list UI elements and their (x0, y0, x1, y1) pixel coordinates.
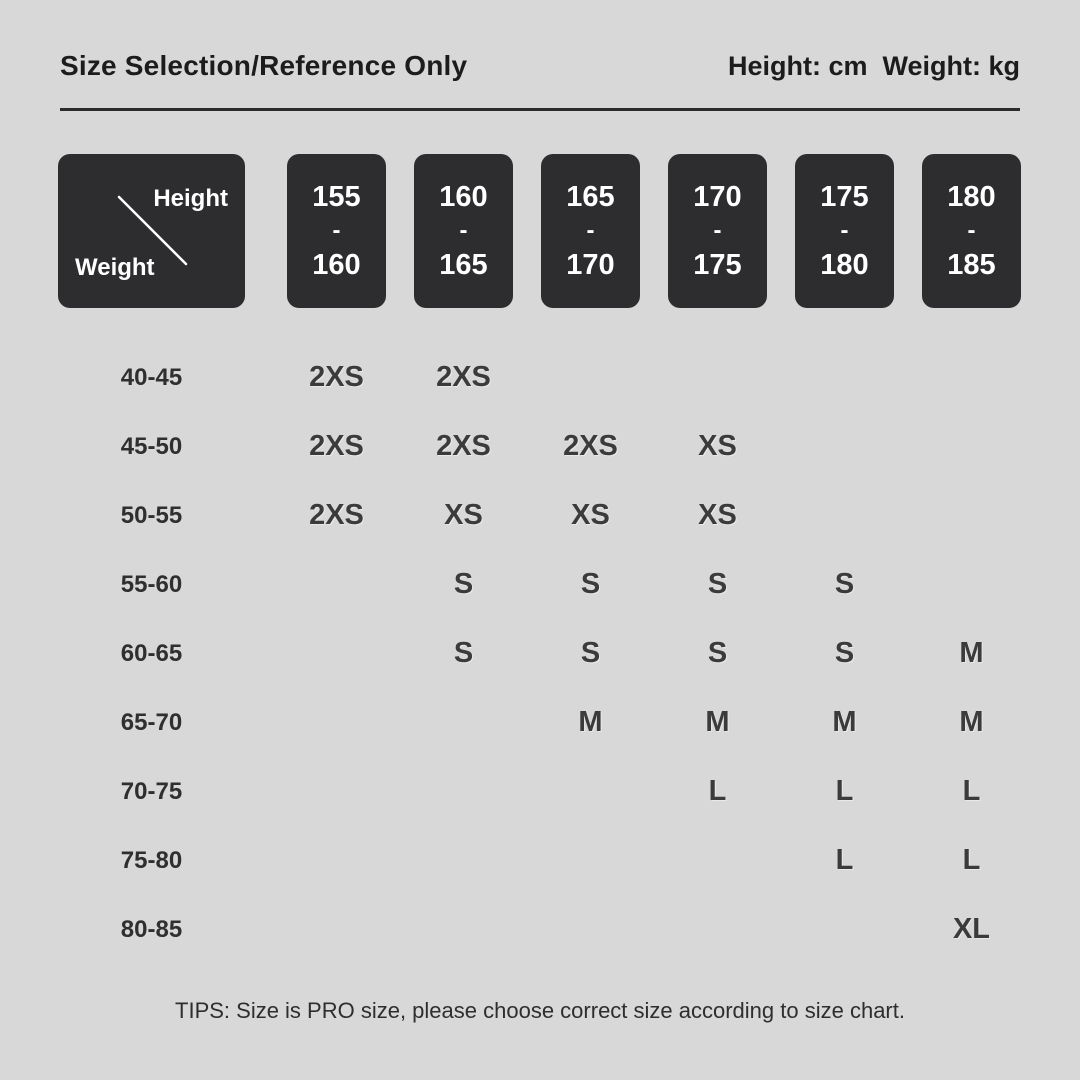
tips-note: TIPS: Size is PRO size, please choose co… (175, 998, 905, 1023)
table-row: 45-50 2XS 2XS 2XS XS (58, 412, 1080, 481)
height-range-header: 170 - 175 (668, 154, 767, 308)
weight-range-label: 40-45 (120, 363, 183, 391)
size-value-cell: 2XS (309, 499, 364, 531)
size-value-cell: M (959, 637, 984, 669)
size-value-cell: S (707, 568, 728, 600)
size-value-cell: XL (952, 913, 991, 945)
size-value-cell: L (962, 775, 981, 807)
height-range-header: 175 - 180 (795, 154, 894, 308)
height-range-text: 180 (820, 249, 869, 281)
header-bar: Size Selection/Reference Only Height: cm… (0, 0, 1080, 82)
diagonal-line (117, 195, 188, 266)
table-row: 65-70 M M M M (58, 688, 1080, 757)
height-range-text: 165 (439, 249, 488, 281)
height-range-text: - (840, 217, 849, 244)
height-range-text: 170 (566, 249, 615, 281)
table-row: 55-60 S S S S (58, 550, 1080, 619)
table-row: 60-65 S S S S M (58, 619, 1080, 688)
height-range-header: 155 - 160 (287, 154, 386, 308)
size-value-cell: L (708, 775, 727, 807)
table-row: 40-45 2XS 2XS (58, 343, 1080, 412)
height-range-text: 160 (312, 249, 361, 281)
size-value-cell: S (834, 637, 855, 669)
height-range-text: - (713, 217, 722, 244)
weight-range-label: 45-50 (120, 432, 183, 460)
height-range-header: 180 - 185 (922, 154, 1021, 308)
height-range-text: - (332, 217, 341, 244)
weight-range-label: 75-80 (120, 846, 183, 874)
size-value-cell: 2XS (436, 361, 491, 393)
weight-range-label: 50-55 (120, 501, 183, 529)
height-range-text: 175 (693, 249, 742, 281)
height-range-text: 175 (820, 181, 869, 213)
height-range-text: 160 (439, 181, 488, 213)
table-row: 70-75 L L L (58, 757, 1080, 826)
table-row: 50-55 2XS XS XS XS (58, 481, 1080, 550)
corner-cell: Height Weight (58, 154, 245, 308)
size-value-cell: M (832, 706, 857, 738)
size-value-cell: 2XS (563, 430, 618, 462)
size-value-cell: S (834, 568, 855, 600)
height-range-header: 160 - 165 (414, 154, 513, 308)
weight-range-label: 70-75 (120, 777, 183, 805)
weight-range-label: 80-85 (120, 915, 183, 943)
size-value-cell: 2XS (309, 430, 364, 462)
table-header-row: Height Weight 155-160 160-165 165-170 170-1… (58, 154, 1080, 308)
size-value-cell: S (580, 568, 601, 600)
weight-range-label: 55-60 (120, 570, 183, 598)
height-range-text: 155 (312, 181, 361, 213)
size-value-cell: S (707, 637, 728, 669)
size-value-cell: 2XS (436, 430, 491, 462)
height-range-text: 165 (566, 181, 615, 213)
height-range-text: - (967, 217, 976, 244)
size-value-cell: S (453, 637, 474, 669)
table-body: 40-45 2XS 2XS 45-50 2XS 2XS 2XS XS 50-55 2XS XS XS X… (58, 343, 1080, 964)
height-range-text: 170 (693, 181, 742, 213)
size-value-cell: L (962, 844, 981, 876)
table-row: 75-80 L L (58, 826, 1080, 895)
corner-height-label: Height (153, 185, 228, 212)
size-value-cell: M (705, 706, 730, 738)
weight-range-label: 60-65 (120, 639, 183, 667)
height-range-text: - (459, 217, 468, 244)
size-value-cell: M (959, 706, 984, 738)
size-value-cell: XS (444, 499, 483, 531)
units-note: Height: cm Weight: kg (727, 51, 1020, 81)
size-value-cell: S (453, 568, 474, 600)
height-range-text: 185 (947, 249, 996, 281)
page-title: Size Selection/Reference Only (60, 50, 468, 81)
size-value-cell: L (835, 775, 854, 807)
size-value-cell: XS (698, 430, 737, 462)
table-row: 80-85 XL (58, 895, 1080, 964)
height-range-text: - (586, 217, 595, 244)
size-value-cell: XS (698, 499, 737, 531)
weight-range-label: 65-70 (120, 708, 183, 736)
height-range-text: 180 (947, 181, 996, 213)
size-value-cell: 2XS (309, 361, 364, 393)
size-value-cell: M (578, 706, 603, 738)
height-range-header: 165 - 170 (541, 154, 640, 308)
size-value-cell: XS (571, 499, 610, 531)
corner-weight-label: Weight (75, 254, 155, 281)
size-value-cell: L (835, 844, 854, 876)
header-divider (60, 108, 1020, 111)
size-value-cell: S (580, 637, 601, 669)
